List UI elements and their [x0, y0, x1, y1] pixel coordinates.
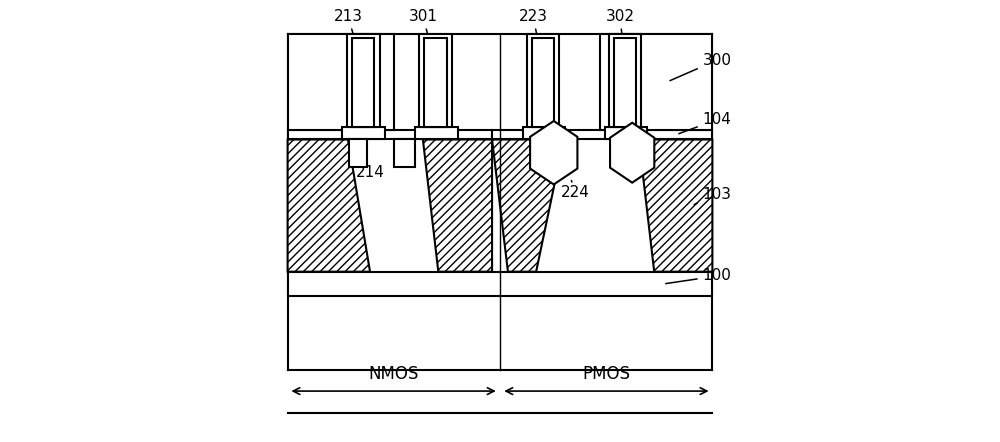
Text: 223: 223 [519, 8, 548, 64]
Text: 100: 100 [666, 268, 732, 284]
Bar [523, 127, 565, 140]
Bar [288, 34, 394, 130]
Polygon shape [530, 121, 577, 184]
Bar [600, 34, 712, 130]
Bar [288, 130, 492, 140]
Bar [347, 34, 380, 127]
Bar [424, 38, 447, 127]
Text: 103: 103 [694, 187, 732, 205]
Bar [492, 130, 712, 140]
Text: 224: 224 [561, 180, 590, 200]
Bar [532, 38, 554, 127]
Bar [614, 38, 636, 127]
Polygon shape [639, 140, 712, 272]
Polygon shape [492, 140, 564, 272]
Text: 302: 302 [605, 8, 634, 64]
Text: 104: 104 [679, 112, 732, 133]
Bar [394, 140, 415, 167]
Bar [349, 140, 367, 167]
Polygon shape [423, 140, 492, 272]
Text: NMOS: NMOS [368, 365, 419, 383]
Text: 301: 301 [408, 8, 437, 64]
Bar [527, 34, 559, 127]
Bar [605, 127, 647, 140]
Bar [288, 272, 712, 296]
Polygon shape [610, 123, 654, 183]
Bar [415, 127, 458, 140]
Bar [342, 127, 385, 140]
Bar [609, 34, 641, 127]
Bar [352, 38, 374, 127]
Bar [419, 34, 452, 127]
Text: 214: 214 [356, 156, 384, 180]
Text: 213: 213 [333, 8, 362, 64]
Text: 300: 300 [670, 53, 732, 80]
Text: PMOS: PMOS [583, 365, 631, 383]
Polygon shape [288, 140, 370, 272]
